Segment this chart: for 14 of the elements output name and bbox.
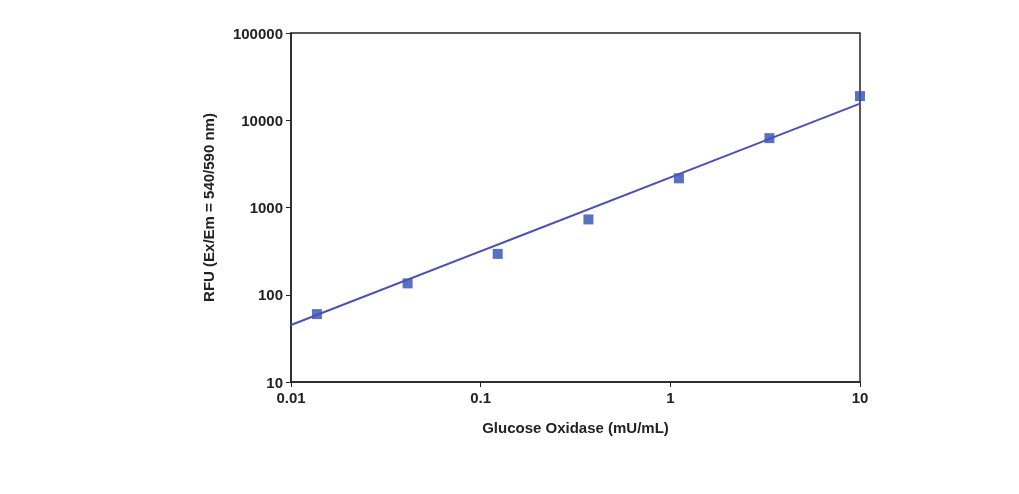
point	[492, 248, 503, 259]
x-tick-label: 0.1	[470, 389, 492, 406]
x-tick-label: 0.01	[276, 389, 306, 406]
x-tick-label: 10	[851, 389, 869, 406]
y-tick-label: 10000	[241, 111, 283, 129]
y-tick-label: 1000	[249, 199, 283, 216]
y-tick-label: 10	[266, 373, 283, 391]
y-tick-label: 100000	[232, 24, 283, 42]
point	[855, 91, 865, 102]
y-axis-title: RFU (Ex/Em = 540/590 nm)	[200, 113, 217, 302]
x-tick-label: 1	[666, 389, 675, 406]
point	[583, 214, 594, 225]
y-tick-label: 100	[257, 286, 283, 304]
x-axis-title: Glucose Oxidase (mU/mL)	[482, 419, 669, 436]
